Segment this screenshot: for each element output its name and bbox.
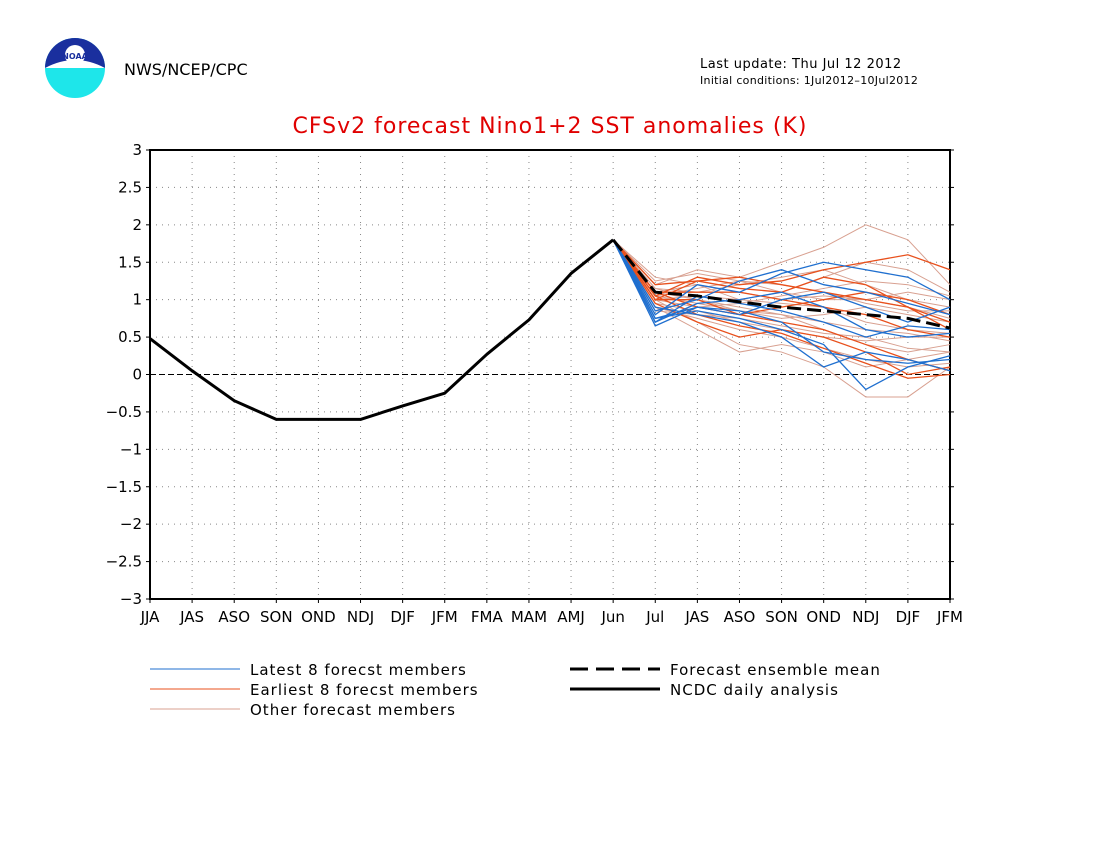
org-label: NWS/NCEP/CPC [124, 60, 248, 79]
x-tick-label: DJF [390, 608, 415, 626]
last-update: Last update: Thu Jul 12 2012 [700, 57, 902, 72]
member-line-earliest [612, 239, 951, 316]
member-line-earliest [612, 239, 951, 379]
y-tick-label: −2 [120, 515, 142, 533]
x-tick-label: Jun [600, 608, 624, 626]
chart-title: CFSv2 forecast Nino1+2 SST anomalies (K) [292, 114, 808, 139]
y-tick-label: 1.5 [118, 253, 142, 271]
gridlines [150, 150, 950, 599]
legend-label-other: Other forecast members [250, 701, 456, 719]
y-tick-label: 2.5 [118, 178, 142, 196]
y-tick-label: 0 [132, 366, 142, 384]
member-line-other [612, 239, 951, 353]
legend-label-analysis: NCDC daily analysis [670, 681, 839, 699]
x-tick-label: NDJ [347, 608, 374, 626]
x-tick-label: SON [765, 608, 798, 626]
y-tick-label: −3 [120, 590, 142, 608]
noaa-logo: NOAA [45, 38, 105, 98]
x-tick-label: JFM [431, 608, 458, 626]
x-tick-label: JFM [936, 608, 963, 626]
x-tick-label: JAS [179, 608, 204, 626]
x-tick-label: FMA [471, 608, 504, 626]
ensemble-mean-line [611, 238, 951, 330]
y-tick-label: −0.5 [106, 403, 142, 421]
y-tick-label: −1.5 [106, 478, 142, 496]
analysis-line [149, 238, 615, 421]
y-tick-label: −1 [120, 440, 142, 458]
logo-text: NOAA [62, 52, 88, 61]
member-line-latest [612, 239, 951, 372]
legend-label-latest: Latest 8 forecst members [250, 661, 467, 679]
x-tick-label: Jul [645, 608, 664, 626]
y-tick-label: 0.5 [118, 328, 142, 346]
y-tick-label: 3 [132, 141, 142, 159]
legend [150, 667, 660, 710]
x-tick-label: AMJ [557, 608, 585, 626]
x-tick-label: SON [260, 608, 293, 626]
member-line-latest [612, 239, 951, 338]
x-tick-label: OND [806, 608, 841, 626]
x-tick-label: MAM [511, 608, 547, 626]
x-tick-label: JJA [140, 608, 161, 626]
member-line-latest [612, 239, 951, 316]
x-tick-label: DJF [896, 608, 921, 626]
legend-label-earliest: Earliest 8 forecst members [250, 681, 479, 699]
x-tick-label: ASO [218, 608, 250, 626]
initial-conditions: Initial conditions: 1Jul2012–10Jul2012 [700, 74, 919, 87]
legend-label-mean: Forecast ensemble mean [670, 661, 881, 679]
member-line-latest [612, 239, 951, 364]
x-tick-label: OND [301, 608, 336, 626]
member-line-other [612, 239, 951, 334]
member-line-latest [612, 239, 951, 338]
member-line-latest [612, 239, 951, 316]
x-tick-label: ASO [724, 608, 756, 626]
member-line-earliest [612, 239, 951, 297]
x-tick-label: JAS [684, 608, 709, 626]
series [149, 224, 951, 421]
x-tick-label: NDJ [852, 608, 879, 626]
y-tick-label: −2.5 [106, 553, 142, 571]
y-tick-label: 1 [132, 291, 142, 309]
y-tick-label: 2 [132, 216, 142, 234]
